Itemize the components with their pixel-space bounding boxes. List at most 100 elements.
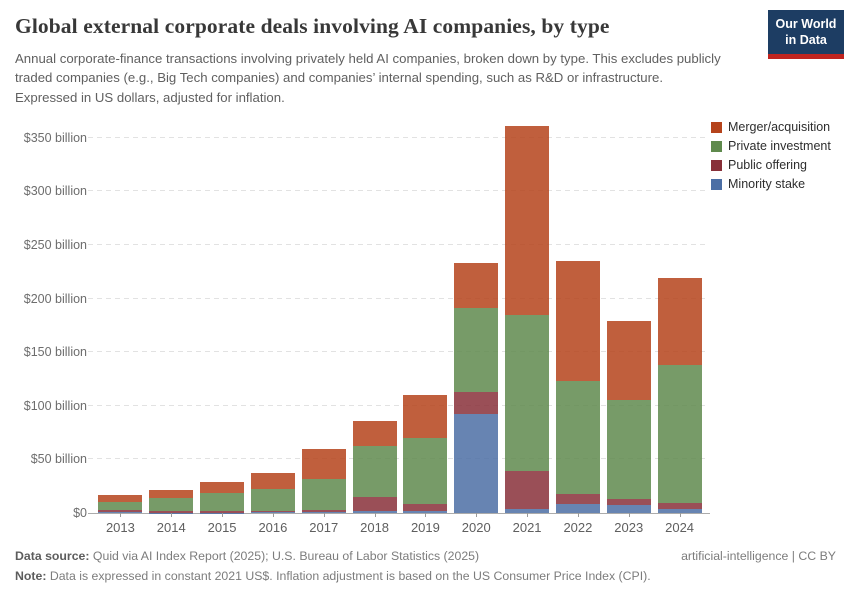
legend-item-merger-acquisition[interactable]: Merger/acquisition <box>711 121 831 134</box>
note-label: Note: <box>15 569 47 583</box>
bar-segment-merger-acquisition-2022[interactable] <box>555 260 600 382</box>
bar-segment-private-investment-2023[interactable] <box>606 399 651 500</box>
x-axis-label-2015: 2015 <box>207 520 237 535</box>
bar-segment-public-offering-2022[interactable] <box>555 494 600 504</box>
gridline-200 <box>88 297 705 299</box>
bar-segment-merger-acquisition-2017[interactable] <box>301 449 346 480</box>
bar-segment-private-investment-2019[interactable] <box>403 437 448 504</box>
legend-item-minority-stake[interactable]: Minority stake <box>711 178 831 191</box>
bar-segment-public-offering-2015[interactable] <box>200 510 245 513</box>
legend-item-public-offering[interactable]: Public offering <box>711 159 831 172</box>
footer-note: Note: Data is expressed in constant 2021… <box>15 569 651 583</box>
chart-subtitle: Annual corporate-finance transactions in… <box>15 51 721 105</box>
x-axis-label-2021: 2021 <box>512 520 542 535</box>
bar-segment-merger-acquisition-2019[interactable] <box>403 395 448 438</box>
bar-segment-merger-acquisition-2013[interactable] <box>98 495 143 503</box>
bar-segment-private-investment-2018[interactable] <box>352 446 397 498</box>
y-axis-tick-label-200: $200 billion <box>23 291 87 306</box>
bar-segment-private-investment-2013[interactable] <box>98 502 143 510</box>
bar-segment-private-investment-2021[interactable] <box>505 314 550 471</box>
bar-segment-minority-stake-2021[interactable] <box>505 509 550 513</box>
x-axis-tick-2017 <box>323 513 325 517</box>
bar-segment-public-offering-2017[interactable] <box>301 510 346 512</box>
legend-label-private-investment: Private investment <box>728 139 831 153</box>
bar-segment-public-offering-2023[interactable] <box>606 499 651 506</box>
gridline-250 <box>88 244 705 245</box>
plot-area: $0 $50 billion $100 billion $150 billion $20… <box>24 121 710 535</box>
bar-segment-public-offering-2013[interactable] <box>98 510 143 512</box>
bar-segment-minority-stake-2024[interactable] <box>657 508 702 513</box>
x-axis-tick-2022 <box>577 513 579 517</box>
legend: Merger/acquisition Private investment Publ… <box>711 121 831 197</box>
x-axis-label-2024: 2024 <box>665 520 695 535</box>
bar-segment-merger-acquisition-2014[interactable] <box>149 489 194 499</box>
bar-segment-merger-acquisition-2018[interactable] <box>352 421 397 447</box>
bar-segment-private-investment-2015[interactable] <box>200 493 245 511</box>
owid-logo-line1: Our World <box>775 17 837 31</box>
x-axis-tick-2021 <box>527 513 529 517</box>
x-axis-label-2013: 2013 <box>105 520 135 535</box>
bar-segment-merger-acquisition-2020[interactable] <box>454 263 499 309</box>
bar-segment-public-offering-2024[interactable] <box>657 502 702 509</box>
x-axis-tick-2024 <box>679 513 681 517</box>
x-axis-tick-2016 <box>272 513 274 517</box>
bar-segment-minority-stake-2020[interactable] <box>454 414 499 513</box>
bar-segment-private-investment-2016[interactable] <box>250 488 295 511</box>
x-axis-tick-2020 <box>476 513 478 517</box>
x-axis-label-2022: 2022 <box>563 520 593 535</box>
legend-item-private-investment[interactable]: Private investment <box>711 140 831 153</box>
footer-attribution[interactable]: artificial-intelligence | CC BY <box>681 549 836 563</box>
y-axis-tick-label-100: $100 billion <box>23 398 87 413</box>
bar-segment-merger-acquisition-2016[interactable] <box>250 472 295 489</box>
x-axis-label-2019: 2019 <box>410 520 440 535</box>
bar-segment-public-offering-2021[interactable] <box>505 470 550 510</box>
bar-segment-merger-acquisition-2015[interactable] <box>200 481 245 494</box>
owid-logo: Our World in Data <box>768 10 844 60</box>
x-axis-tick-2018 <box>374 513 376 517</box>
page-title: Global external corporate deals involvin… <box>15 14 610 38</box>
y-axis-tick-label-50: $50 billion <box>30 452 87 467</box>
bar-segment-public-offering-2014[interactable] <box>149 510 194 513</box>
data-source-text: Quid via AI Index Report (2025); U.S. Bu… <box>89 549 480 563</box>
legend-swatch-private-investment <box>711 141 722 152</box>
x-axis-label-2020: 2020 <box>461 520 491 535</box>
x-axis-label-2016: 2016 <box>258 520 288 535</box>
x-axis-label-2014: 2014 <box>156 520 186 535</box>
bar-segment-minority-stake-2017[interactable] <box>301 511 346 513</box>
note-text: Data is expressed in constant 2021 US$. … <box>46 569 651 583</box>
x-axis-tick-2019 <box>425 513 427 517</box>
bar-segment-minority-stake-2019[interactable] <box>403 511 448 513</box>
bar-segment-minority-stake-2013[interactable] <box>98 511 143 513</box>
bar-segment-merger-acquisition-2023[interactable] <box>606 321 651 400</box>
legend-swatch-merger-acquisition <box>711 122 722 133</box>
x-axis-tick-2023 <box>628 513 630 517</box>
bar-segment-public-offering-2018[interactable] <box>352 497 397 511</box>
y-axis-tick-label-350: $350 billion <box>23 130 87 145</box>
legend-label-minority-stake: Minority stake <box>728 177 806 191</box>
x-axis-tick-2013 <box>120 513 122 517</box>
bar-segment-minority-stake-2023[interactable] <box>606 505 651 513</box>
bar-segment-public-offering-2020[interactable] <box>454 391 499 415</box>
bar-segment-minority-stake-2022[interactable] <box>555 503 600 513</box>
footer-data-source: Data source: Quid via AI Index Report (2… <box>15 549 479 563</box>
x-axis-baseline <box>88 513 710 514</box>
bar-segment-private-investment-2022[interactable] <box>555 381 600 495</box>
bar-segment-minority-stake-2018[interactable] <box>352 510 397 513</box>
bar-segment-minority-stake-2016[interactable] <box>250 511 295 513</box>
bar-segment-private-investment-2017[interactable] <box>301 479 346 511</box>
bar-segment-private-investment-2014[interactable] <box>149 498 194 511</box>
legend-swatch-minority-stake <box>711 179 722 190</box>
legend-label-public-offering: Public offering <box>728 158 807 172</box>
bar-segment-merger-acquisition-2021[interactable] <box>505 125 550 315</box>
x-axis-label-2018: 2018 <box>360 520 390 535</box>
bar-segment-public-offering-2019[interactable] <box>403 503 448 512</box>
bar-segment-public-offering-2016[interactable] <box>250 510 295 512</box>
gridline-300 <box>88 190 705 192</box>
gridline-350 <box>88 136 705 138</box>
bar-segment-merger-acquisition-2024[interactable] <box>657 278 702 365</box>
legend-label-merger-acquisition: Merger/acquisition <box>728 120 831 134</box>
x-axis-tick-2014 <box>171 513 173 517</box>
bar-segment-private-investment-2020[interactable] <box>454 308 499 392</box>
bar-segment-private-investment-2024[interactable] <box>657 364 702 503</box>
